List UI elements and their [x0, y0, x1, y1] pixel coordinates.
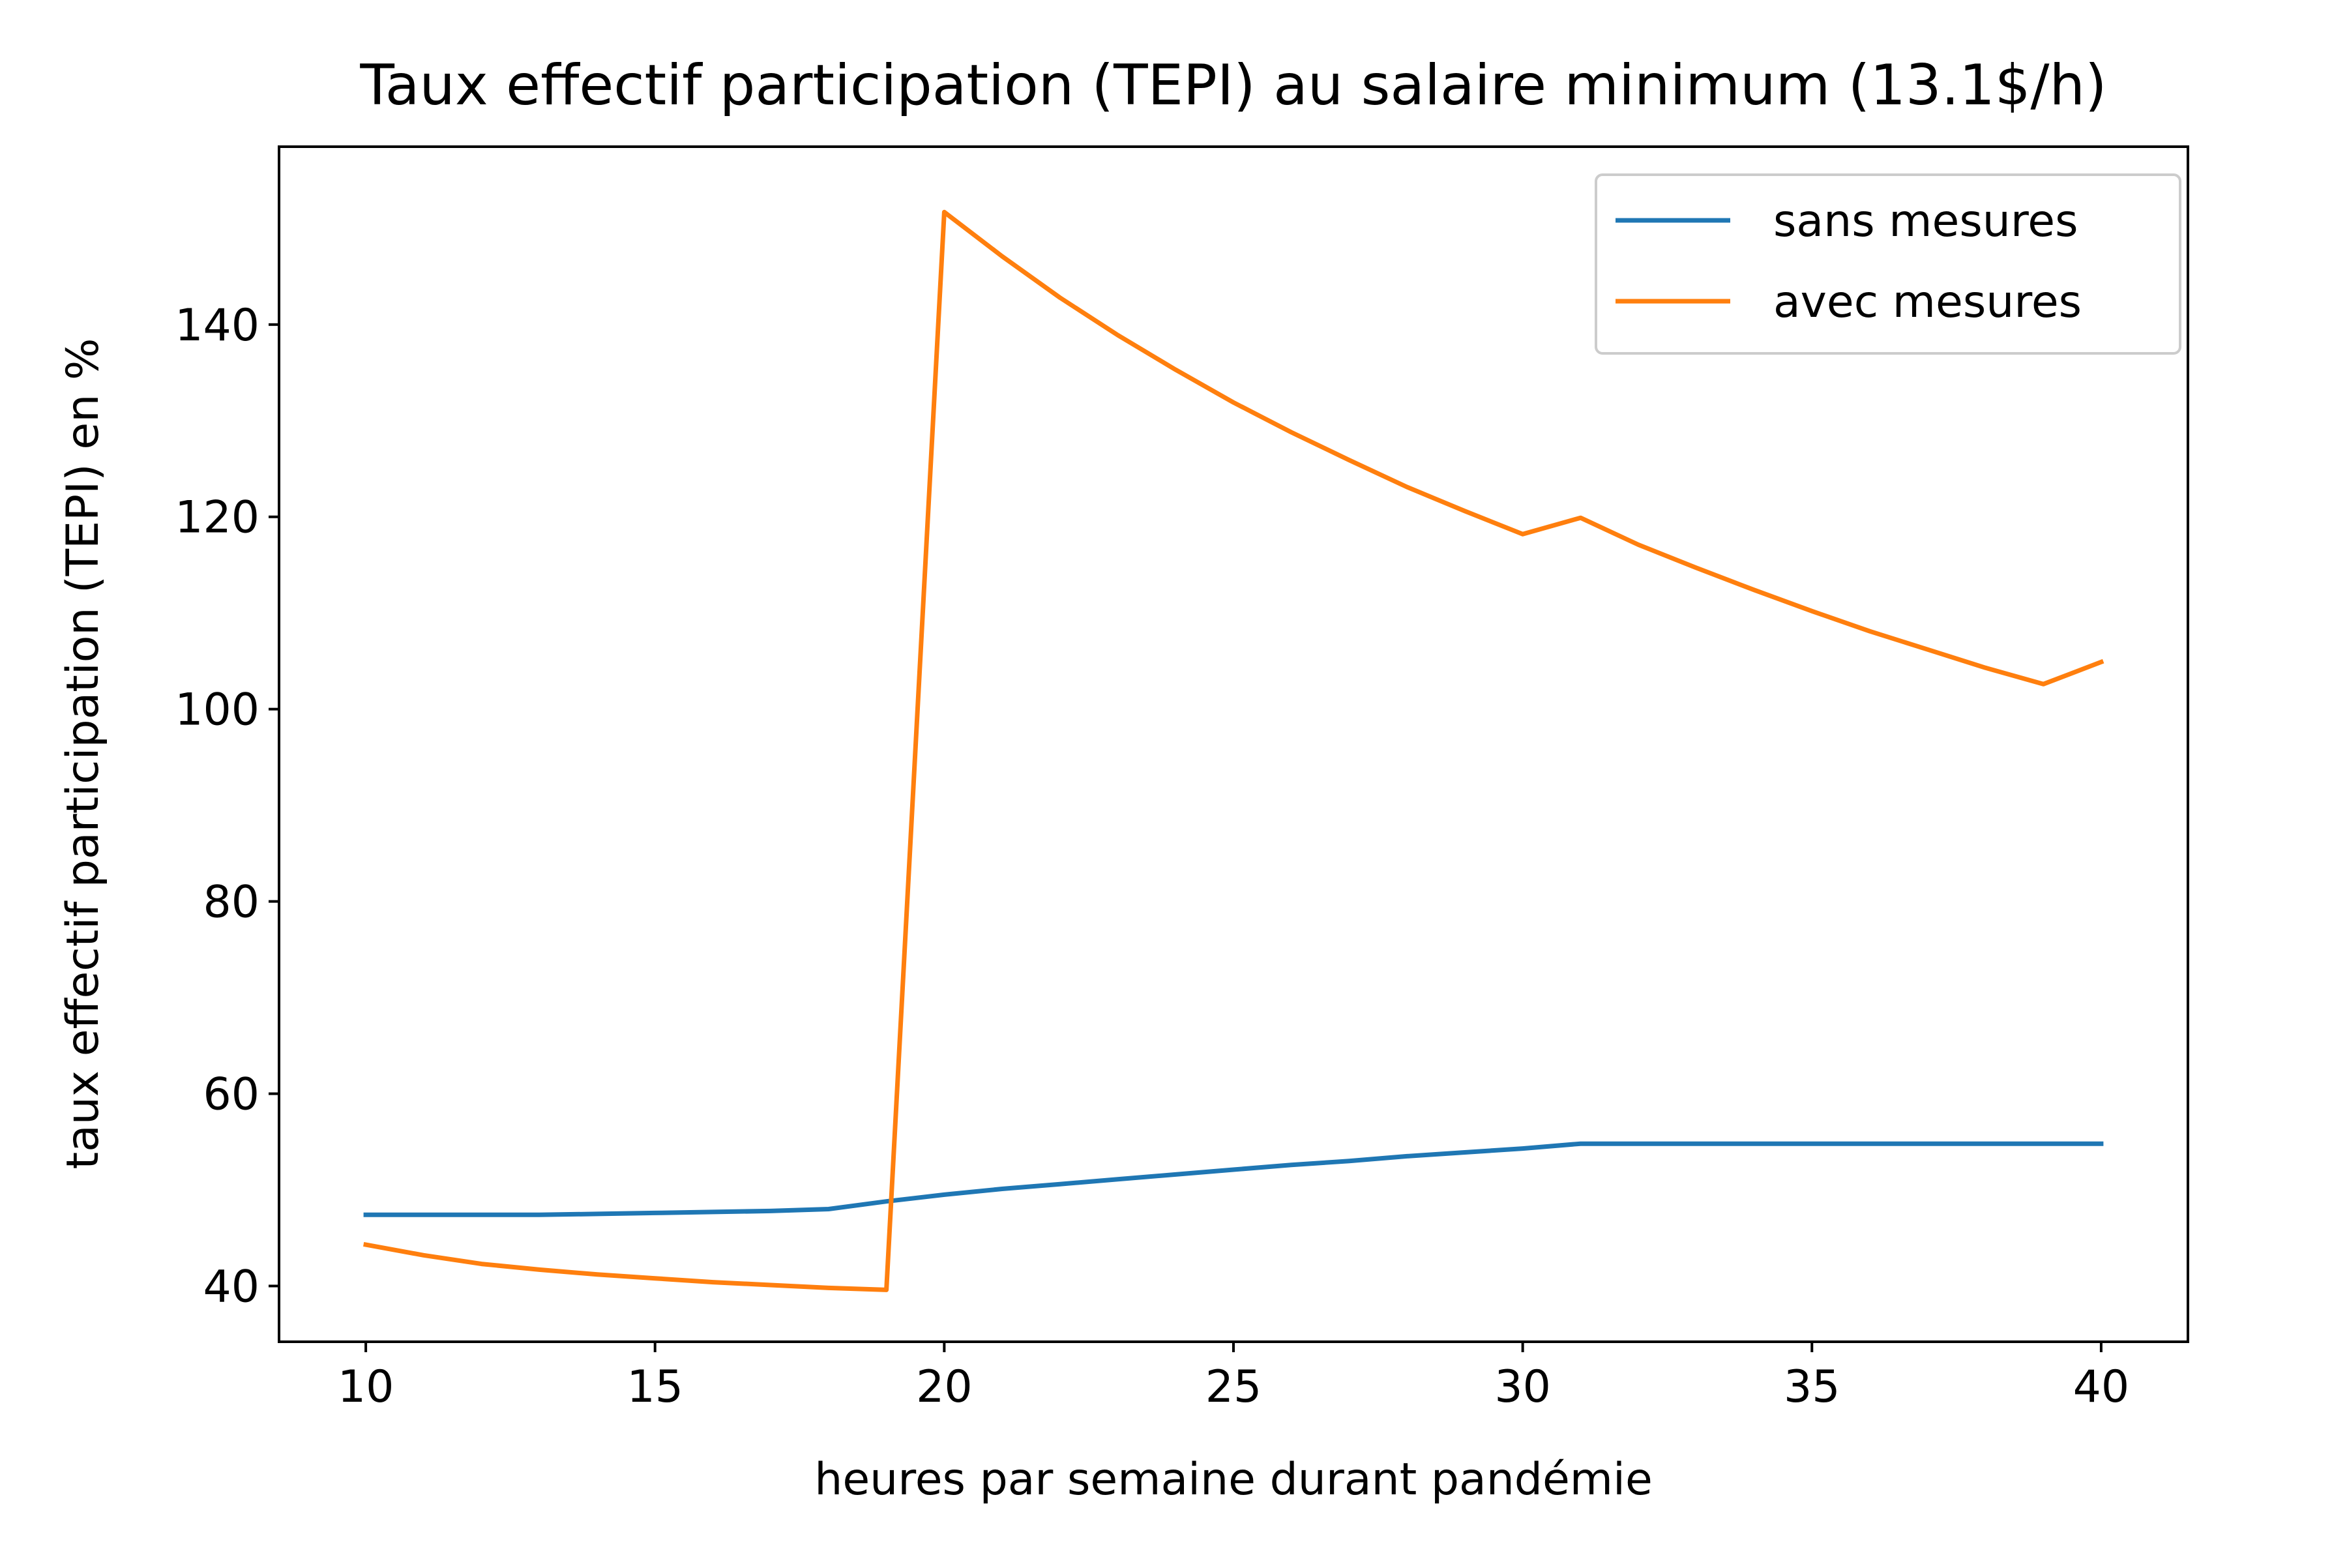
x-tick-label: 40	[2073, 1361, 2130, 1413]
chart-title: Taux effectif participation (TEPI) au sa…	[359, 53, 2106, 118]
legend-box	[1595, 173, 2181, 355]
legend-label-1: sans mesures	[1773, 196, 2078, 247]
series-line-2	[363, 209, 2104, 1292]
y-tick-label: 60	[203, 1069, 259, 1121]
x-tick-label: 35	[1784, 1361, 1840, 1413]
y-tick-label: 140	[175, 300, 259, 351]
y-tick-label: 100	[175, 685, 259, 736]
x-tick-label: 15	[627, 1361, 683, 1413]
legend-label-2: avec mesures	[1773, 276, 2082, 328]
y-tick-label: 80	[203, 877, 259, 928]
x-tick-label: 30	[1494, 1361, 1551, 1413]
x-axis-label: heures par semaine durant pandémie	[814, 1454, 1653, 1505]
x-tick-label: 25	[1205, 1361, 1262, 1413]
legend: sans mesures avec mesures	[1595, 173, 2181, 355]
y-axis-label: taux effectif participation (TEPI) en %	[57, 338, 109, 1169]
x-tick-label: 10	[338, 1361, 394, 1413]
y-tick-label: 120	[175, 492, 259, 544]
series-line-1	[363, 1141, 2104, 1217]
x-tick-label: 20	[916, 1361, 973, 1413]
y-tick-label: 40	[203, 1261, 259, 1312]
plot-area: 10 15 20 25 30 35 40 40 60 80 100 120 140	[175, 145, 2189, 1413]
